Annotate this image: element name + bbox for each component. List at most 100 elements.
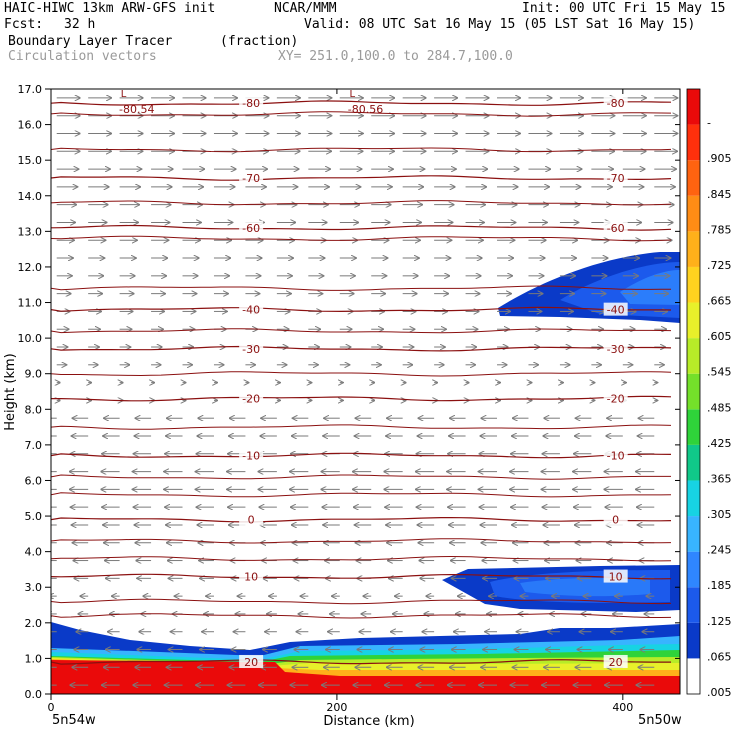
contour-label: -30 xyxy=(607,343,625,356)
colorbar-swatch xyxy=(687,195,700,232)
init-time: Init: 00 UTC Fri 15 May 15 xyxy=(522,1,726,16)
colorbar-swatch xyxy=(687,231,700,267)
colorbar-label: .305 xyxy=(707,508,732,521)
contour-label-bg xyxy=(603,302,628,316)
contour-label: -70 xyxy=(242,172,260,185)
y-tick-label: 5.0 xyxy=(25,510,43,523)
x-axis: 0 200 400 xyxy=(48,89,633,714)
contour-label-bg xyxy=(603,512,628,526)
colorbar-swatch xyxy=(687,338,700,374)
contour-label: 0 xyxy=(248,514,255,527)
mid-level-peak xyxy=(520,578,650,597)
temperature-contour-line xyxy=(51,517,672,523)
contour-label-bg xyxy=(239,512,264,526)
field-name: Boundary Layer Tracer xyxy=(8,34,173,49)
y-tick-label: 7.0 xyxy=(25,439,43,452)
contour-label: -40 xyxy=(242,304,260,317)
contour-label-bg xyxy=(603,341,628,355)
colorbar-swatch xyxy=(687,409,700,445)
colorbar-label: .245 xyxy=(707,544,732,557)
temperature-contour-line xyxy=(51,285,672,291)
contour-label: -60 xyxy=(607,222,625,235)
colorbar-label: .005 xyxy=(707,686,732,699)
tracer-fill-layer xyxy=(51,252,680,694)
y-tick-label: 10.0 xyxy=(18,332,43,345)
contour-label-bg xyxy=(603,569,628,583)
contour-label-bg xyxy=(239,220,264,234)
temperature-contour-line xyxy=(51,538,672,544)
y-tick-label: 4.0 xyxy=(25,546,43,559)
contour-label: -10 xyxy=(607,450,625,463)
contour-label-bg xyxy=(603,448,628,462)
contour-label: -70 xyxy=(607,172,625,185)
colorbar-label: - xyxy=(707,117,711,130)
y-tick-label: 2.0 xyxy=(25,617,43,630)
colorbar: .005 .065 .125 .185 .245 .305 .365 .425 .485 .545… xyxy=(686,88,732,699)
temperature-contour-line xyxy=(51,613,672,619)
contour-label-bg xyxy=(239,170,264,184)
colorbar-swatch xyxy=(687,658,700,694)
contour-label-bg xyxy=(603,391,628,405)
temperature-contours: -80 -80 -70 -70 -60 -60 -40 -40 -30 -30 -20 -20 -10 -… xyxy=(51,89,672,669)
temperature-contour-line xyxy=(51,306,672,313)
valid-time: Valid: 08 UTC Sat 16 May 15 (05 LST Sat … xyxy=(304,17,696,32)
y-tick-label: 8.0 xyxy=(25,403,43,416)
colorbar-swatch xyxy=(687,89,700,125)
x-start-location: 5n54w xyxy=(52,713,96,728)
colorbar-swatch xyxy=(687,480,700,517)
temperature-contour-line xyxy=(51,492,672,498)
colorbar-swatch xyxy=(687,551,700,588)
y-tick-label: 17.0 xyxy=(18,83,43,96)
contour-label: -40 xyxy=(607,304,625,317)
org-label: NCAR/MMM xyxy=(274,1,337,16)
plot-area: -80 -80 -70 -70 -60 -60 -40 -40 -30 -30 -20 -20 -10 -… xyxy=(51,89,680,694)
contour-label: -20 xyxy=(242,393,260,406)
y-tick-label: 13.0 xyxy=(18,225,43,238)
contour-label-bg xyxy=(603,170,628,184)
x-end-location: 5n50w xyxy=(638,713,682,728)
minimum-marker: L xyxy=(121,89,127,100)
contour-label: -20 xyxy=(607,393,625,406)
y-tick-label: 14.0 xyxy=(18,190,43,203)
temperature-contour-line xyxy=(51,175,672,181)
colorbar-label: .665 xyxy=(707,295,732,308)
contour-label: -60 xyxy=(242,222,260,235)
y-tick-label: 1.0 xyxy=(25,652,43,665)
contour-label: -80 xyxy=(607,97,625,110)
contour-label: -30 xyxy=(242,343,260,356)
contour-label-bg xyxy=(603,220,628,234)
colorbar-swatch xyxy=(687,587,700,623)
contour-label-bg xyxy=(603,96,628,110)
contour-label-bg xyxy=(239,302,264,316)
y-axis-label: Height (km) xyxy=(3,353,18,430)
contour-label-bg xyxy=(239,341,264,355)
contour-label: -80 xyxy=(242,97,260,110)
temperature-contour-line xyxy=(51,474,671,480)
temperature-contour-line xyxy=(51,328,672,334)
temperature-contour-line xyxy=(51,371,672,377)
colorbar-swatch xyxy=(687,266,700,303)
contour-label-bg xyxy=(239,96,264,110)
temperature-contour-line xyxy=(51,555,672,562)
contour-label: 10 xyxy=(609,571,623,584)
y-tick-label: 11.0 xyxy=(18,297,43,310)
colorbar-swatch xyxy=(687,622,700,659)
cross-section-coordinates: XY= 251.0,100.0 to 284.7,100.0 xyxy=(278,49,513,64)
temperature-contour-line xyxy=(51,111,672,117)
contour-label: -10 xyxy=(242,450,260,463)
minimum-marker: L xyxy=(350,89,356,100)
contour-label-bg xyxy=(239,654,264,668)
y-tick-label: 3.0 xyxy=(25,581,43,594)
contour-label: 20 xyxy=(609,656,623,669)
colorbar-label: .545 xyxy=(707,366,732,379)
temperature-contour-line xyxy=(51,235,672,242)
model-title: HAIC-HIWC 13km ARW-GFS init xyxy=(4,1,216,16)
temperature-contour-line xyxy=(51,598,672,605)
contour-label: 0 xyxy=(612,514,619,527)
colorbar-label: .605 xyxy=(707,330,732,343)
y-tick-label: 16.0 xyxy=(18,119,43,132)
colorbar-swatch xyxy=(687,444,700,481)
colorbar-swatch xyxy=(687,160,700,196)
plot-frame xyxy=(50,88,681,695)
colorbar-label: .185 xyxy=(707,579,732,592)
